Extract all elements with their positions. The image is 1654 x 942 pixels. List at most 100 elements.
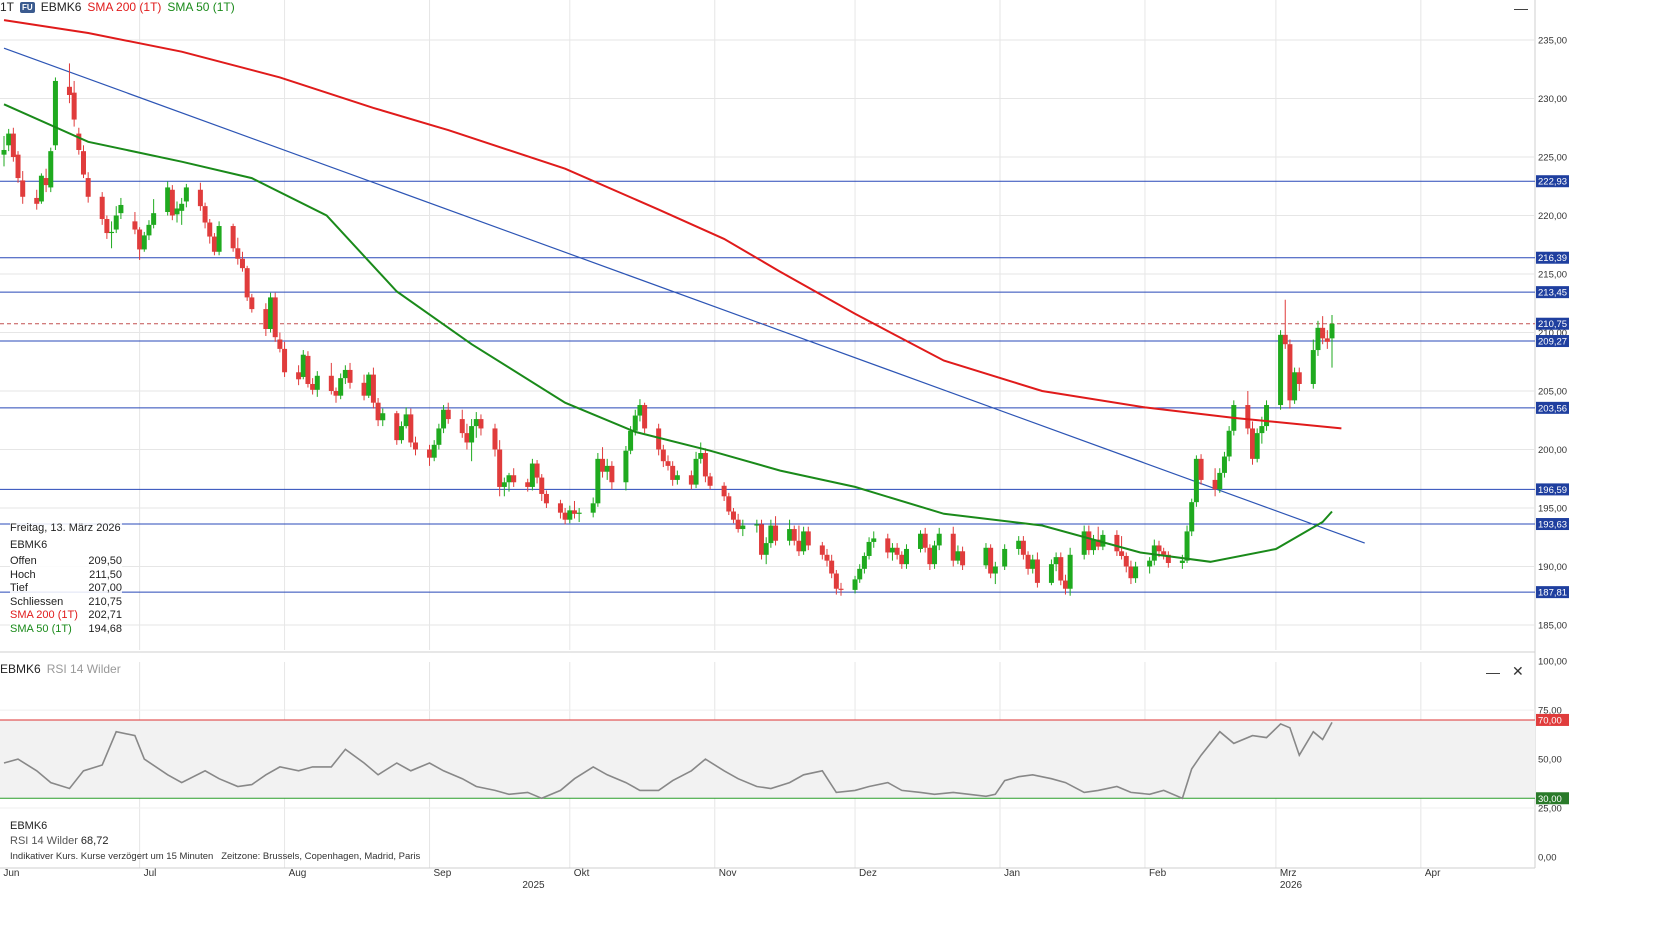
price-tick-label: 230,00: [1538, 94, 1567, 105]
rsi-info-panel: EBMK6 RSI 14 Wilder 68,72 Indikativer Ku…: [10, 819, 420, 864]
info-row: Schliessen 210,75: [10, 596, 122, 610]
info-row-label: Tief: [10, 582, 28, 594]
candle-body: [707, 476, 713, 486]
candle-body: [501, 482, 507, 487]
month-tick-label: Jun: [3, 868, 19, 879]
rsi-tick-label: 75,00: [1538, 706, 1562, 717]
candle-body: [932, 545, 938, 565]
rsi-tick-label: 0,00: [1538, 853, 1557, 864]
close-rsi-button[interactable]: ✕: [1512, 663, 1524, 679]
candle-body: [1184, 531, 1190, 561]
candle-body: [833, 573, 839, 589]
candle-body: [165, 187, 171, 212]
candle-body: [819, 545, 825, 555]
candle-body: [333, 391, 339, 396]
candle-body: [759, 524, 765, 555]
info-rows: Offen 209,50 Hoch 211,50 Tief 207,00 Schliesse…: [10, 555, 122, 636]
candle-body: [66, 86, 72, 95]
candle-body: [1161, 551, 1167, 555]
price-level-badge: [1536, 401, 1569, 414]
candle-body: [1034, 559, 1040, 583]
candle-body: [85, 178, 91, 197]
candle-body: [922, 533, 928, 548]
price-level-badge: [1536, 483, 1569, 496]
candle-body: [412, 442, 418, 450]
candle-body: [670, 465, 676, 480]
candle-body: [492, 428, 498, 450]
candle-body: [38, 175, 44, 202]
candle-body: [623, 450, 629, 483]
candle-body: [1165, 554, 1171, 563]
candle-body: [871, 538, 877, 542]
candle-body: [889, 547, 895, 553]
timeframe-label[interactable]: 1T: [0, 0, 15, 14]
candle-body: [263, 309, 269, 329]
candle-body: [730, 511, 736, 520]
candle-body: [628, 430, 634, 451]
price-level-label: 187,81: [1538, 588, 1567, 599]
info-row-value: 209,50: [88, 555, 122, 567]
info-row-value: 211,50: [89, 568, 122, 581]
candle-body: [1259, 426, 1265, 434]
candle-body: [1264, 405, 1270, 427]
last-price-badge: [1536, 317, 1569, 330]
candle-body: [557, 503, 563, 513]
candle-body: [576, 512, 582, 514]
candle-body: [169, 189, 175, 216]
candle-body: [141, 235, 147, 250]
candle-body: [665, 461, 671, 466]
candle-body: [6, 133, 12, 146]
info-row: Offen 209,50: [10, 555, 122, 569]
price-level-badge: [1536, 335, 1569, 348]
rsi-tick-label: 100,00: [1538, 657, 1567, 668]
candle-body: [347, 369, 353, 383]
candle-body: [361, 382, 367, 396]
minimize-main-button[interactable]: —: [1514, 0, 1528, 16]
candle-body: [1245, 405, 1251, 429]
candle-body: [216, 226, 222, 252]
candle-body: [918, 533, 924, 549]
candle-body: [595, 458, 601, 504]
year-tick-label: 2025: [522, 880, 545, 891]
rsi-info-symbol: EBMK6: [10, 820, 48, 832]
trendline-group: [3, 47, 1365, 544]
sma50-legend[interactable]: SMA 50 (1T): [167, 0, 235, 14]
price-level-label: 222,93: [1538, 177, 1567, 188]
month-tick-label: Jul: [144, 868, 157, 879]
candle-body: [113, 215, 119, 230]
rsi-tick-label: 25,00: [1538, 804, 1562, 815]
candle-body: [305, 355, 311, 384]
price-level-label: 213,45: [1538, 288, 1567, 299]
minimize-rsi-button[interactable]: —: [1486, 664, 1500, 680]
candle-body: [1002, 548, 1008, 567]
candle-body: [197, 189, 203, 207]
candle-body: [852, 579, 858, 590]
candle-body: [754, 524, 760, 526]
sma200-legend[interactable]: SMA 200 (1T): [87, 0, 162, 14]
candle-body: [1320, 327, 1326, 339]
candle-body: [801, 531, 807, 552]
candle-body: [773, 525, 779, 541]
info-row: Hoch 211,50: [10, 569, 122, 583]
price-level-badge: [1536, 586, 1569, 599]
candle-body: [370, 374, 376, 403]
candle-body: [936, 533, 942, 546]
candle-body: [955, 551, 961, 561]
price-level-badge: [1536, 175, 1569, 188]
candle-body: [132, 221, 138, 230]
candle-body: [174, 208, 180, 215]
time-axis: Jun Jul Aug Sep Okt Nov Dez Jan Feb Mrz Apr 2025 202…: [3, 868, 1441, 891]
candle-body: [427, 449, 433, 458]
candle-body: [768, 525, 774, 544]
rsi-panel: [0, 719, 1535, 800]
candle-body: [338, 378, 344, 396]
candle-body: [151, 213, 157, 225]
candle-body: [441, 409, 447, 429]
candle-body: [403, 414, 409, 427]
candle-body: [506, 475, 512, 483]
candle-body: [1296, 372, 1302, 384]
candle-body: [15, 154, 21, 179]
price-tick-label: 235,00: [1538, 36, 1567, 47]
